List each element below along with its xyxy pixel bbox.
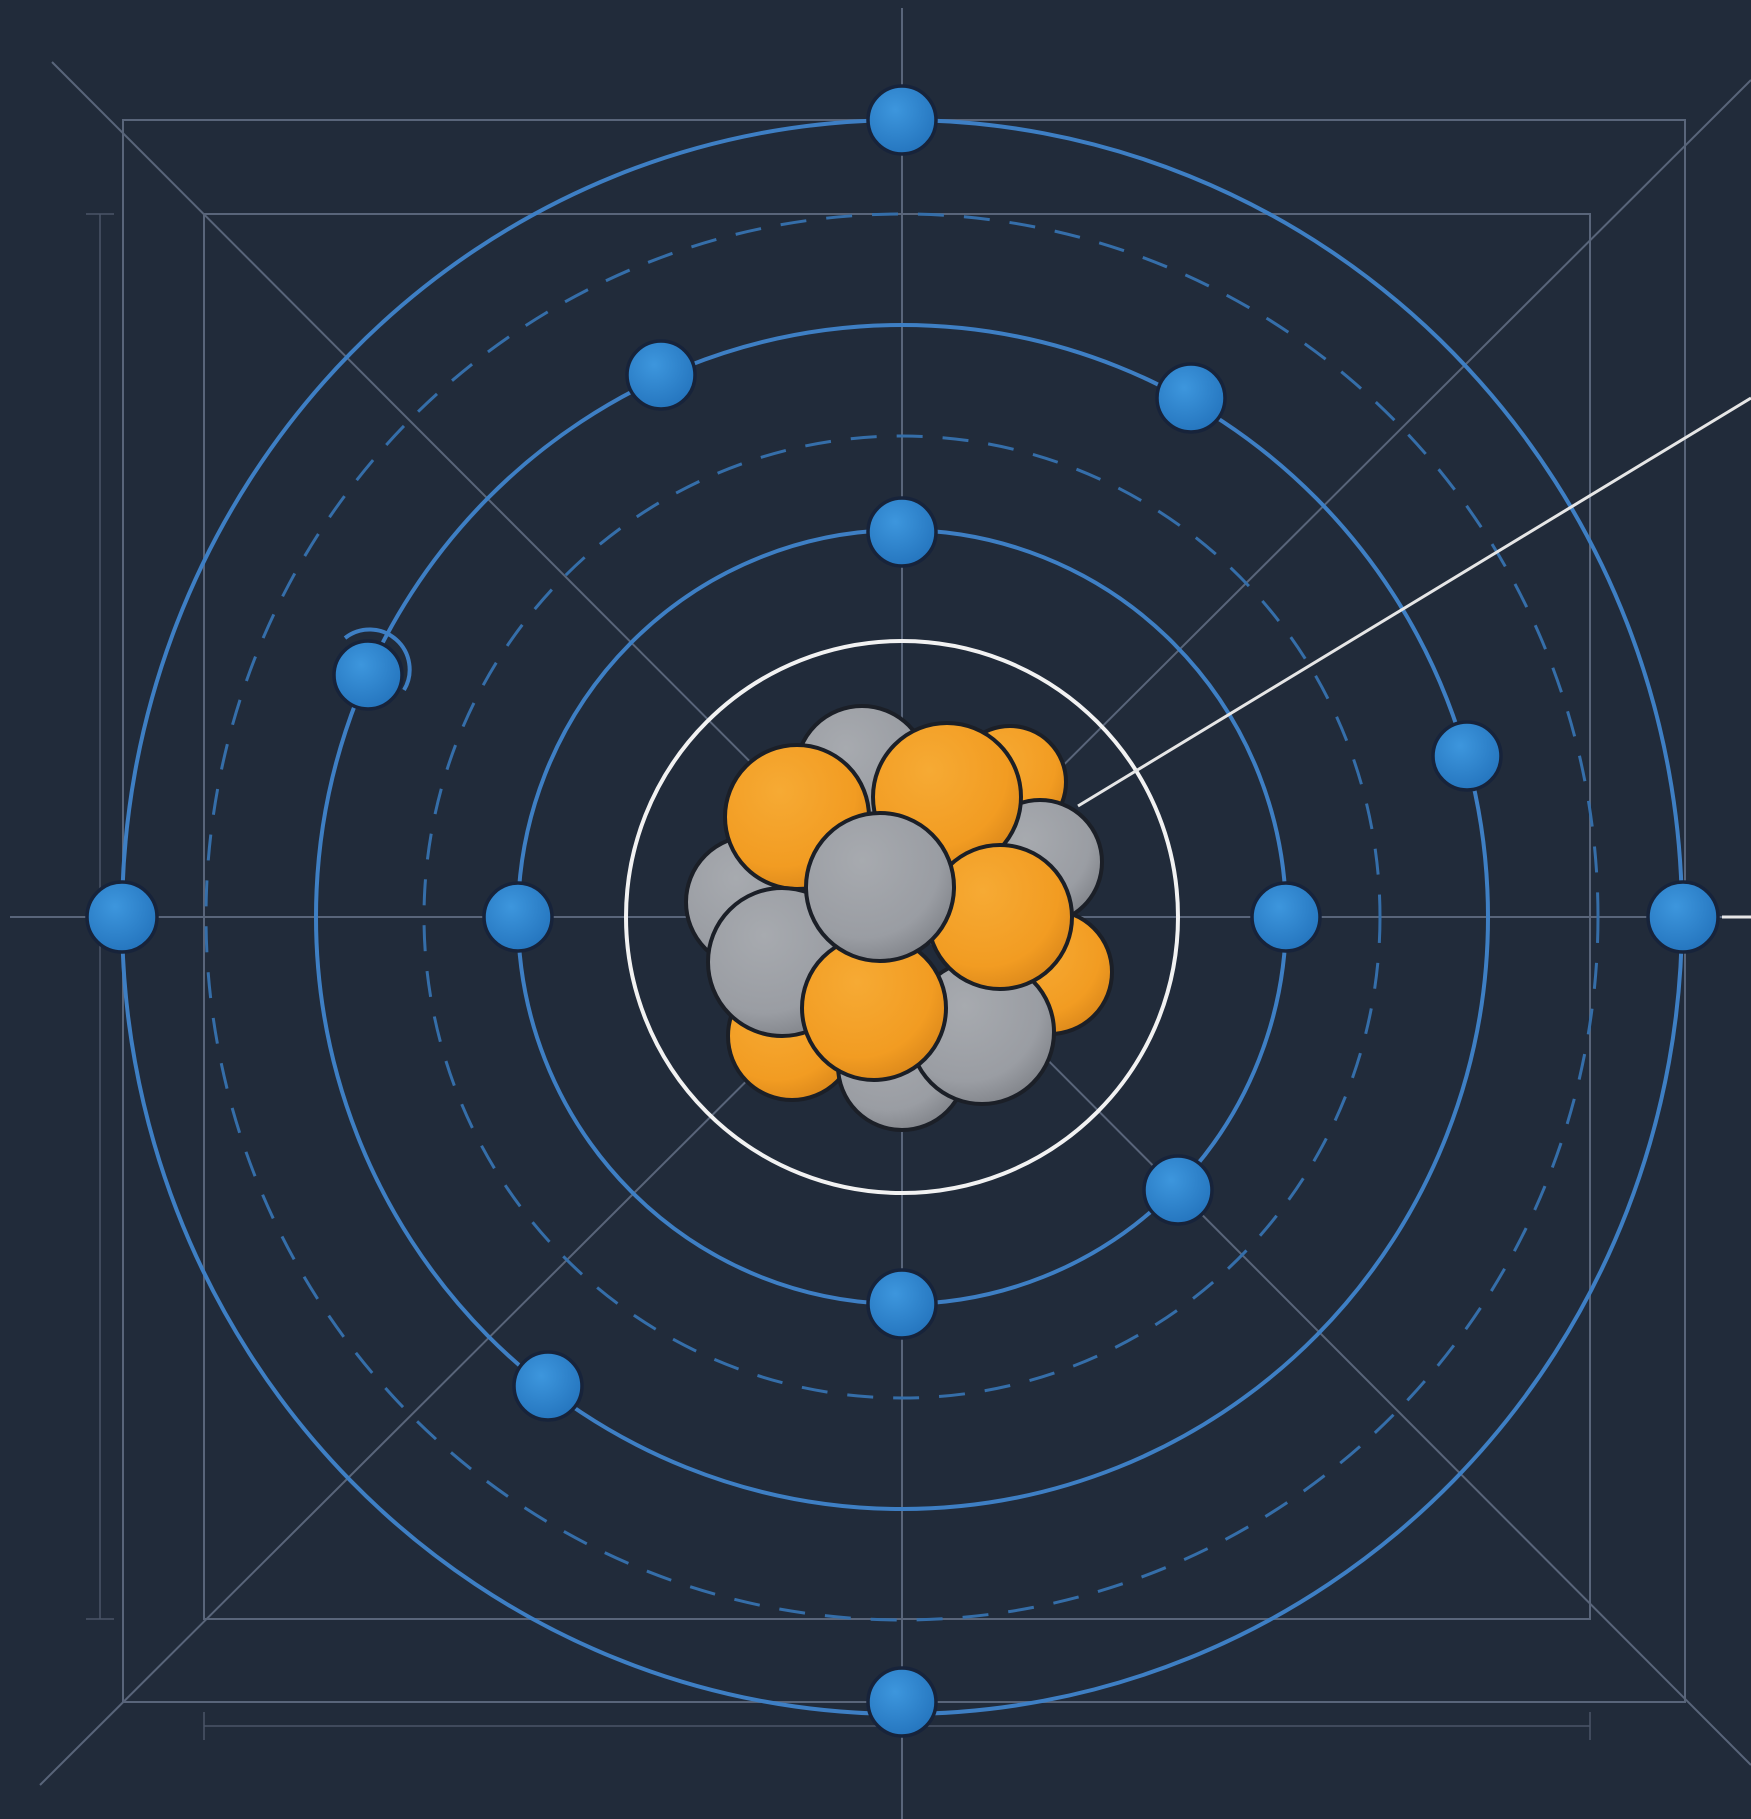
electron [332,639,404,711]
electron [1155,362,1227,434]
electron [512,1350,584,1422]
electron [866,1666,938,1738]
electron [1142,1154,1214,1226]
nucleus [684,704,1114,1132]
nucleus-callout-line [1077,396,1751,808]
electron [1431,720,1503,792]
electron [866,1268,938,1340]
dashed-orbit-1 [422,434,1382,1400]
electron [482,881,554,953]
electrons [85,84,1720,1738]
electron [1646,880,1720,954]
electron [85,880,159,954]
electron [625,339,697,411]
electron [866,84,938,156]
nucleus-boundary-ring [624,639,1180,1195]
electron-motion-trail [343,627,412,692]
dashed-orbit-2 [204,212,1600,1622]
neutron [804,811,956,963]
orbit-2 [314,323,1490,1511]
electron [866,496,938,568]
electron [1250,881,1322,953]
